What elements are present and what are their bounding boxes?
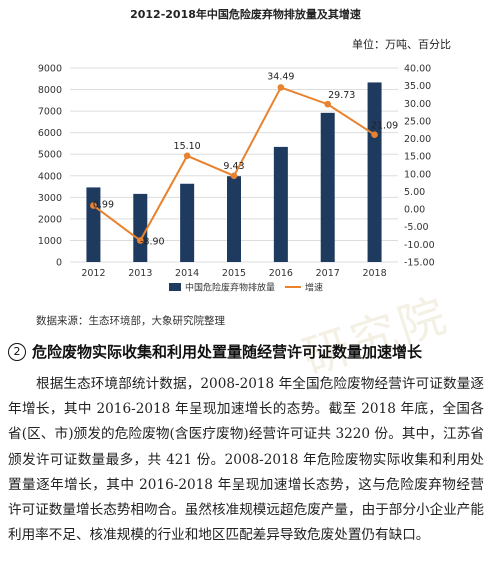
- x-tick-label: 2017: [316, 268, 340, 279]
- bar-2016: [273, 146, 288, 262]
- bar-2018: [367, 82, 382, 262]
- y-right-tick-label: 25.00: [404, 116, 431, 127]
- y-left-tick-label: 4000: [38, 171, 62, 182]
- growth-data-label: 21.09: [371, 121, 398, 132]
- y-right-tick-label: 15.00: [404, 152, 431, 163]
- body-paragraph: 根据生态环境部统计数据，2008-2018 年全国危险废物经营许可证数量逐年增长…: [8, 372, 484, 548]
- growth-data-label: 9.43: [223, 161, 244, 172]
- legend-bar-swatch: [169, 283, 181, 291]
- y-left-tick-label: 8000: [38, 85, 62, 96]
- y-right-tick-label: 0.00: [404, 205, 425, 216]
- x-tick-label: 2016: [269, 268, 293, 279]
- y-right-tick-label: 10.00: [404, 169, 431, 180]
- y-left-tick-label: 2000: [38, 214, 62, 225]
- chart-svg: 0 1000 2000 3000 4000 5000 6000 7000 8000 9000 -15…: [38, 64, 435, 294]
- y-right-tick-label: 35.00: [404, 81, 431, 92]
- growth-data-label: 15.10: [174, 141, 201, 152]
- growth-data-label: -8.90: [140, 236, 165, 247]
- y-left-tick-label: 7000: [38, 107, 62, 118]
- growth-data-label: 0.99: [93, 200, 114, 211]
- y-right-tick-label: -5.00: [404, 222, 429, 233]
- y-right-tick-label: 20.00: [404, 134, 431, 145]
- growth-point-2013: [136, 237, 144, 244]
- growth-point-2012: [90, 202, 97, 209]
- y-left-tick-label: 6000: [38, 128, 62, 139]
- chart-region: 2012-2018年中国危险废弃物排放量及其增速 单位：万吨、百分比 0 1000…: [38, 8, 451, 294]
- growth-data-label: 29.73: [328, 90, 355, 101]
- y-right-tick-label: -15.00: [404, 258, 435, 269]
- section-number: 2: [8, 342, 26, 361]
- legend-line-label: 增速: [305, 282, 323, 294]
- y-left-tick-label: 3000: [38, 193, 62, 204]
- y-right-tick-label: 5.00: [404, 187, 425, 198]
- x-tick-label: 2014: [175, 268, 199, 279]
- chart-title: 2012-2018年中国危险废弃物排放量及其增速: [130, 8, 361, 21]
- data-source: 数据来源：生态环境部，大象研究院整理: [36, 315, 225, 327]
- growth-point-2015: [230, 172, 238, 180]
- y-left-tick-label: 5000: [38, 150, 62, 161]
- y-left-tick-label: 0: [56, 258, 62, 269]
- bar-2012: [86, 187, 101, 262]
- bar-2015: [227, 176, 241, 262]
- section-heading-text: 危险废物实际收集和利用处置量随经营许可证数量加速增长: [32, 343, 423, 361]
- x-tick-label: 2012: [81, 268, 105, 279]
- growth-data-label: 34.49: [267, 71, 294, 82]
- bar-2013: [133, 193, 148, 262]
- y-right-tick-label: 30.00: [404, 99, 431, 110]
- bar-2014: [180, 183, 195, 262]
- paragraph-text: 根据生态环境部统计数据，2008-2018 年全国危险废物经营许可证数量逐年增长…: [8, 376, 484, 544]
- bar-2017: [320, 112, 335, 262]
- growth-point-2017: [324, 100, 332, 108]
- y-left-tick-label: 9000: [38, 64, 62, 75]
- section-heading: 2 危险废物实际收集和利用处置量随经营许可证数量加速增长: [8, 341, 422, 362]
- x-tick-label: 2015: [222, 268, 246, 279]
- x-tick-label: 2013: [128, 268, 152, 279]
- unit-note: 单位：万吨、百分比: [352, 38, 451, 51]
- growth-point-2018: [371, 131, 378, 139]
- growth-point-2014: [183, 152, 191, 160]
- y-left-tick-label: 1000: [38, 236, 62, 247]
- growth-point-2016: [277, 84, 285, 91]
- legend-bar-label: 中国危险废弃物排放量: [185, 282, 275, 294]
- y-right-tick-label: 40.00: [404, 64, 431, 75]
- x-tick-label: 2018: [362, 268, 386, 279]
- y-right-tick-label: -10.00: [404, 240, 435, 251]
